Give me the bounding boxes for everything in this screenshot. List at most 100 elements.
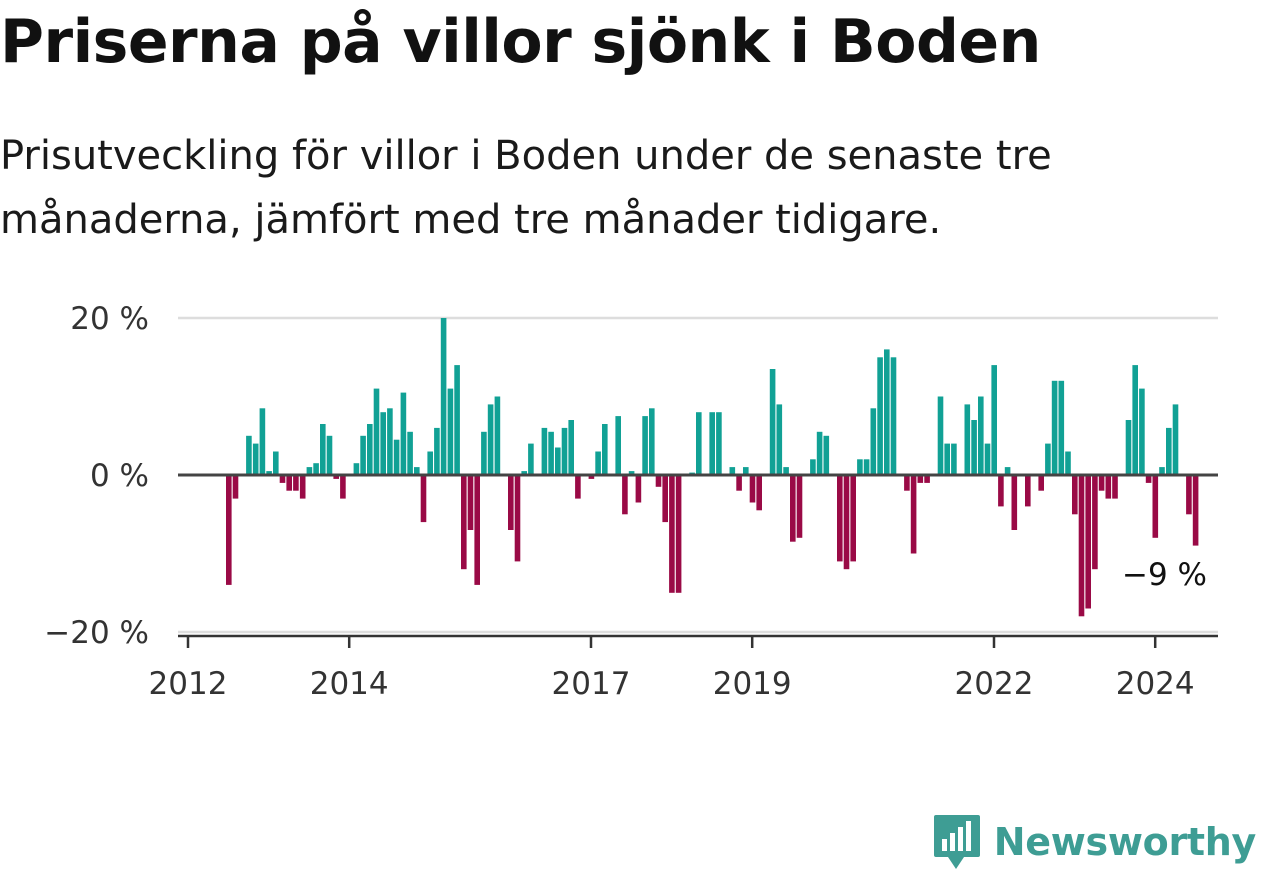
bar [1159,467,1165,475]
last-value-label: −9 % [1122,557,1207,593]
bar [649,408,655,475]
bar [1045,443,1051,475]
bar [810,459,816,475]
bar [494,396,501,475]
bar [555,447,561,475]
bar [850,475,856,562]
bar [259,408,266,475]
bar [1025,475,1031,507]
chart-subtitle: Prisutveckling för villor i Boden under … [0,133,1052,243]
bar [783,467,789,475]
bar [367,424,373,475]
x-tick-label: 2022 [955,666,1034,702]
bar [548,431,554,475]
bar [615,416,621,475]
bar [1105,475,1112,499]
x-tick-label: 2012 [149,666,228,702]
bar [884,349,890,475]
bar [447,388,454,475]
bar [1166,427,1172,475]
bar [1139,388,1145,475]
bar [326,435,333,476]
bar [528,443,534,475]
bar [286,475,292,491]
bar [1152,475,1159,538]
bar [736,475,742,491]
bar [414,467,420,475]
bar [387,408,393,475]
bar [890,357,897,476]
bar [951,443,957,475]
bar [944,443,950,475]
bar [1065,451,1071,475]
bar [978,396,984,475]
bar [716,412,722,475]
bar [1085,475,1091,609]
bars [226,318,1199,617]
bar [857,459,863,475]
bar [863,459,870,475]
bar [971,420,977,475]
y-tick-label: 20 % [70,301,149,337]
bar [340,475,346,499]
bar [917,475,924,483]
bar [306,467,313,475]
bar [440,318,447,475]
bar [400,392,407,475]
bar [508,475,514,530]
bar [313,463,319,475]
bar [642,416,648,475]
bar [662,475,668,523]
bar [1004,467,1011,475]
y-axis: 20 % 0 % −20 % [44,301,149,651]
bar [467,475,474,530]
newsworthy-logo: Newsworthy [932,813,1256,871]
bar [709,412,715,475]
bar [360,435,366,476]
y-tick-label: 0 % [90,458,149,494]
bar [487,404,494,475]
x-tick-label: 2014 [310,666,389,702]
bar [1092,475,1098,570]
bar [393,439,400,475]
bar [481,431,487,475]
bar [226,475,232,585]
bar [568,420,574,475]
newsworthy-logo-icon [933,815,980,869]
bar [521,471,527,475]
bar [1112,475,1118,499]
bar [273,451,279,475]
bar [420,475,427,523]
bar [843,475,850,570]
bar [769,369,776,475]
bar [1132,365,1138,475]
bar [675,475,682,593]
bar [299,475,306,499]
bar [622,475,628,515]
bar [749,475,756,503]
bar [1051,380,1058,475]
annotations: −9 % [1122,557,1207,593]
bar [474,475,480,585]
bar [984,443,991,475]
bar [252,443,259,475]
bar [924,475,930,483]
bar [454,365,460,475]
bar [1072,475,1078,515]
bar [628,471,635,475]
x-tick-label: 2019 [713,666,792,702]
bar [796,475,803,538]
bar [266,471,272,475]
bar [1098,475,1105,491]
bar [514,475,521,562]
bar [823,435,830,476]
bar [696,412,702,475]
bar [461,475,467,570]
bar [595,451,601,475]
bar [910,475,917,554]
bar [541,427,548,475]
x-axis: 2012 2014 2017 2019 2022 2024 [149,634,1218,702]
x-tick-label: 2024 [1116,666,1195,702]
bar [1058,380,1065,475]
